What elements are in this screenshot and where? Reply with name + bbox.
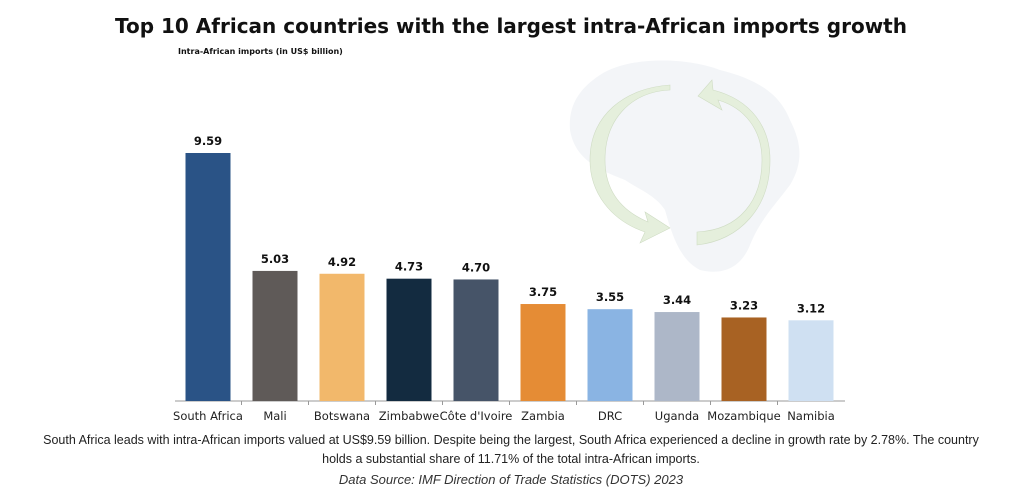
bar-chart: 9.59 South Africa 5.03 Mali 4.92 Botswana 4.73… [173, 60, 845, 423]
category-label: Côte d'Ivoire [440, 409, 513, 423]
bar-mali [252, 270, 298, 401]
value-label: 3.44 [663, 293, 691, 307]
africa-recycle-watermark [569, 60, 800, 272]
data-source: Data Source: IMF Direction of Trade Stat… [338, 472, 684, 487]
category-label: DRC [598, 409, 622, 423]
bar-namibia [788, 320, 834, 401]
bar-c-te-d-ivoire [453, 279, 499, 401]
value-label: 4.73 [395, 260, 423, 274]
category-label: Zimbabwe [379, 409, 439, 423]
category-label: Namibia [787, 409, 835, 423]
value-label: 5.03 [261, 252, 289, 266]
category-label: Uganda [655, 409, 699, 423]
bar-zambia [520, 304, 566, 401]
chart-title: Top 10 African countries with the larges… [115, 14, 907, 38]
bar-uganda [654, 312, 700, 401]
value-label: 4.70 [462, 260, 490, 274]
category-label: Zambia [521, 409, 565, 423]
category-label: Botswana [314, 409, 370, 423]
y-axis-label: Intra-African imports (in US$ billion) [178, 47, 343, 56]
category-label: South Africa [173, 409, 243, 423]
bar-south-africa [185, 153, 231, 401]
value-label: 4.92 [328, 255, 356, 269]
bar-drc [587, 309, 633, 401]
bar-botswana [319, 273, 365, 401]
value-label: 3.55 [596, 290, 624, 304]
value-label: 3.23 [730, 298, 758, 312]
value-label: 3.12 [797, 301, 825, 315]
category-label: Mali [263, 409, 286, 423]
chart-note: South Africa leads with intra-African im… [43, 433, 979, 466]
bar-mozambique [721, 317, 767, 401]
category-label: Mozambique [707, 409, 780, 423]
value-label: 3.75 [529, 285, 557, 299]
bar-zimbabwe [386, 278, 432, 401]
value-label: 9.59 [194, 134, 222, 148]
